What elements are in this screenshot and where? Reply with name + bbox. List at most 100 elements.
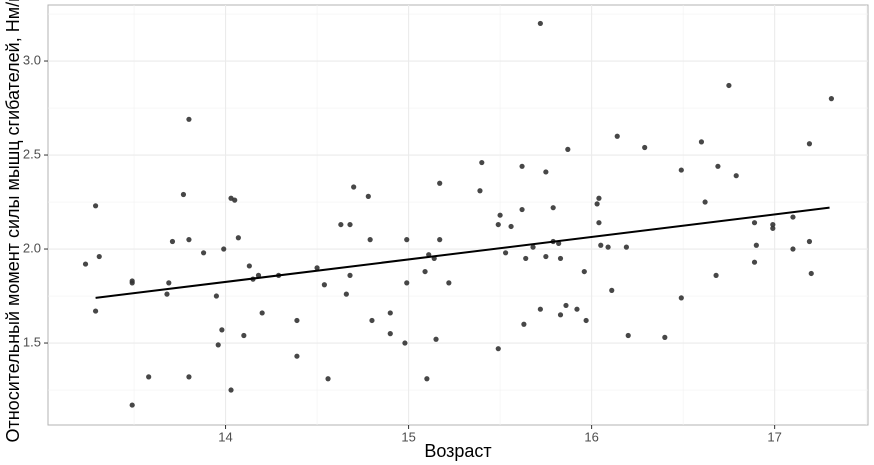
point <box>790 214 796 220</box>
point <box>806 238 813 245</box>
point <box>369 317 375 324</box>
point <box>508 223 514 230</box>
point <box>166 280 172 286</box>
point <box>387 331 393 337</box>
x-tick-label: 15 <box>401 429 415 444</box>
point <box>82 261 89 267</box>
point <box>228 387 234 393</box>
point <box>200 250 207 256</box>
point <box>437 237 443 243</box>
point <box>596 220 602 226</box>
point <box>698 139 705 145</box>
point <box>186 237 192 243</box>
point <box>221 246 227 252</box>
point <box>614 133 620 139</box>
y-tick-label: 1.5 <box>23 334 41 349</box>
x-tick-label: 14 <box>218 429 232 444</box>
point <box>713 272 719 278</box>
point <box>790 246 796 252</box>
point <box>625 332 631 339</box>
point <box>479 159 485 166</box>
point <box>213 293 219 299</box>
point <box>751 259 758 265</box>
point <box>146 374 152 380</box>
point <box>550 205 556 211</box>
point <box>347 221 353 228</box>
point <box>314 265 320 271</box>
y-tick-label: 3.0 <box>23 52 41 67</box>
point <box>702 199 708 205</box>
point <box>557 312 564 318</box>
point <box>325 376 331 382</box>
point <box>351 184 357 190</box>
point <box>537 20 543 27</box>
point <box>129 402 135 408</box>
point <box>347 272 353 278</box>
point <box>477 188 483 194</box>
point <box>596 195 602 201</box>
point <box>828 96 834 102</box>
point <box>806 141 813 147</box>
point <box>241 332 247 339</box>
point <box>215 342 221 348</box>
point <box>255 272 262 278</box>
y-tick-label: 2.0 <box>23 240 41 255</box>
point <box>246 263 252 269</box>
point <box>726 82 732 89</box>
point <box>605 244 611 250</box>
point <box>92 308 99 314</box>
trend-line <box>95 206 830 299</box>
point <box>164 291 170 297</box>
y-axis-title: Относительный момент силы мышц сгибателе… <box>3 0 23 443</box>
point <box>523 255 529 262</box>
point <box>365 193 371 199</box>
point <box>808 270 814 277</box>
point <box>495 221 501 228</box>
point <box>338 221 344 228</box>
point <box>294 317 300 324</box>
point <box>733 173 739 179</box>
x-tick-label: 16 <box>584 429 598 444</box>
point <box>594 201 600 207</box>
point <box>563 302 569 309</box>
point <box>609 287 615 293</box>
point <box>642 144 648 151</box>
point <box>235 235 241 241</box>
point <box>367 237 373 243</box>
point <box>402 340 408 346</box>
point <box>598 242 604 248</box>
point <box>543 169 549 175</box>
point <box>583 317 589 324</box>
point <box>387 310 393 316</box>
point <box>574 306 580 312</box>
point <box>96 253 102 260</box>
point <box>259 310 265 316</box>
y-tick-label: 2.5 <box>23 146 41 161</box>
point <box>557 255 564 262</box>
point <box>751 220 758 226</box>
point <box>422 268 428 275</box>
point <box>543 253 549 260</box>
point <box>343 291 349 297</box>
point <box>404 280 410 286</box>
point <box>581 268 587 275</box>
x-tick-label: 17 <box>767 429 781 444</box>
point <box>446 280 452 286</box>
point <box>186 374 192 380</box>
point <box>232 197 238 203</box>
point <box>495 346 501 352</box>
point <box>169 238 176 245</box>
point <box>662 334 668 340</box>
point <box>186 116 192 122</box>
point <box>521 321 527 327</box>
x-axis-title: Возраст <box>424 441 491 461</box>
point <box>424 376 430 382</box>
point <box>537 306 543 312</box>
point <box>437 180 443 186</box>
point <box>753 242 759 248</box>
plot-panel <box>47 4 869 426</box>
point <box>623 244 629 250</box>
point <box>678 295 684 301</box>
point <box>433 336 439 342</box>
